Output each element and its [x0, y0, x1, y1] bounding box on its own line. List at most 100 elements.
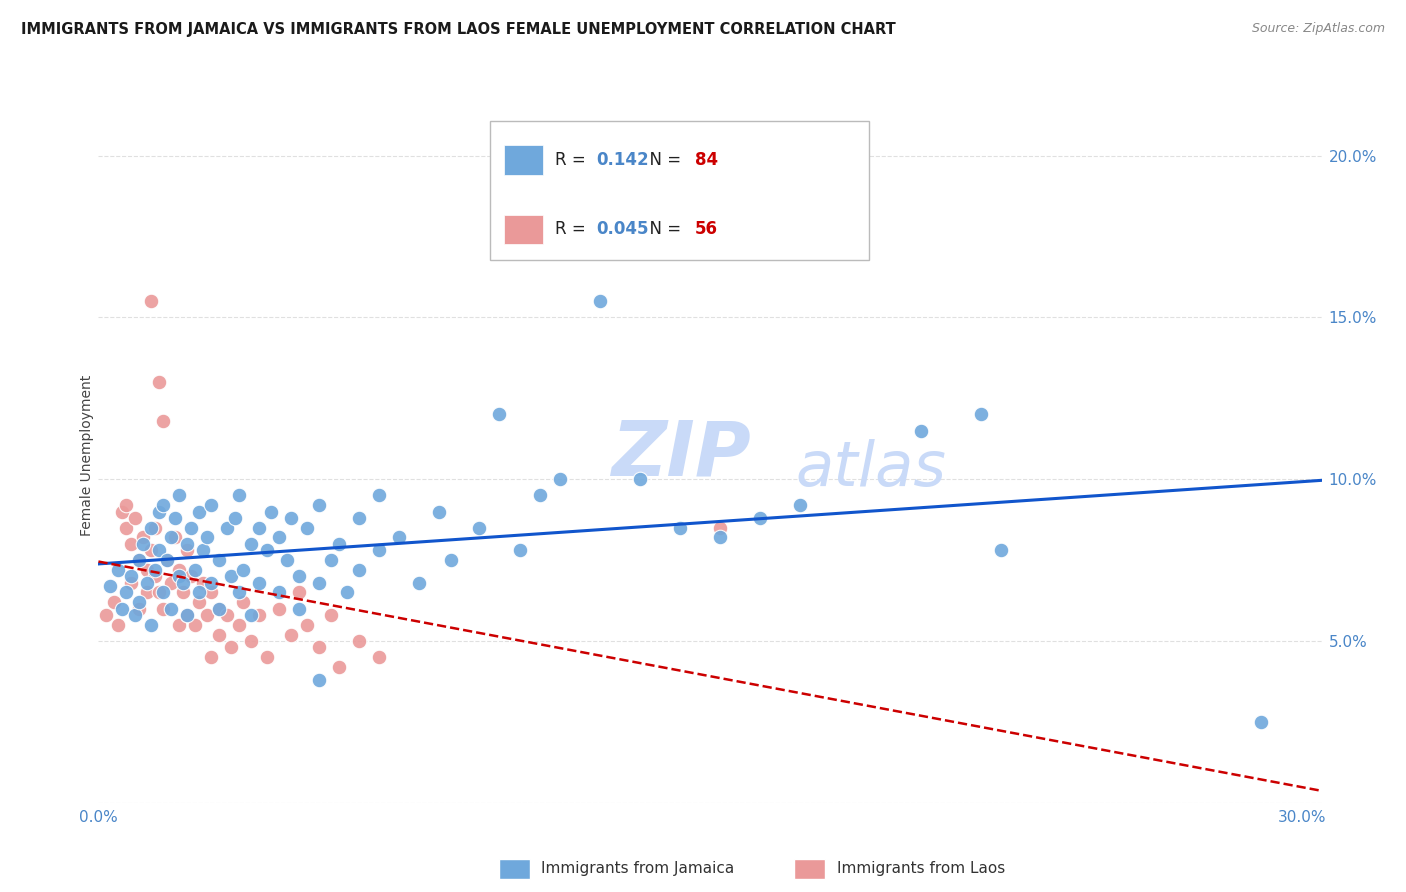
- Point: [143, 521, 166, 535]
- Point: [509, 543, 531, 558]
- Point: [159, 575, 181, 590]
- Point: [347, 511, 370, 525]
- Point: [115, 498, 138, 512]
- Point: [131, 537, 153, 551]
- Point: [628, 472, 651, 486]
- Point: [256, 650, 278, 665]
- Point: [120, 537, 142, 551]
- Text: Immigrants from Jamaica: Immigrants from Jamaica: [541, 862, 734, 876]
- Point: [183, 617, 205, 632]
- Text: Source: ZipAtlas.com: Source: ZipAtlas.com: [1251, 22, 1385, 36]
- Point: [187, 585, 209, 599]
- Point: [267, 585, 290, 599]
- Point: [124, 608, 146, 623]
- Point: [288, 601, 311, 615]
- Point: [135, 563, 157, 577]
- Point: [128, 595, 150, 609]
- Point: [180, 569, 202, 583]
- Point: [139, 543, 162, 558]
- Point: [368, 543, 391, 558]
- Point: [669, 521, 692, 535]
- Point: [232, 563, 254, 577]
- Point: [111, 504, 134, 518]
- Point: [111, 601, 134, 615]
- Point: [288, 569, 311, 583]
- Point: [124, 511, 146, 525]
- Point: [152, 601, 174, 615]
- Point: [120, 575, 142, 590]
- Point: [195, 608, 218, 623]
- Point: [172, 585, 194, 599]
- Point: [232, 595, 254, 609]
- Text: 56: 56: [695, 220, 718, 238]
- Text: Immigrants from Laos: Immigrants from Laos: [837, 862, 1005, 876]
- Text: atlas: atlas: [796, 439, 946, 499]
- Point: [295, 521, 318, 535]
- Point: [191, 543, 214, 558]
- Point: [176, 543, 198, 558]
- Point: [195, 531, 218, 545]
- Point: [328, 537, 350, 551]
- Point: [990, 543, 1012, 558]
- Point: [152, 585, 174, 599]
- Point: [970, 408, 993, 422]
- Point: [107, 617, 129, 632]
- Point: [159, 531, 181, 545]
- Point: [167, 617, 190, 632]
- Point: [548, 472, 571, 486]
- Point: [103, 595, 125, 609]
- Point: [239, 608, 262, 623]
- Point: [224, 511, 246, 525]
- Text: R =: R =: [554, 151, 591, 169]
- Point: [247, 521, 270, 535]
- Point: [280, 627, 302, 641]
- Point: [148, 375, 170, 389]
- Point: [148, 585, 170, 599]
- Point: [152, 498, 174, 512]
- Point: [200, 498, 222, 512]
- Point: [749, 511, 772, 525]
- Point: [128, 601, 150, 615]
- Text: N =: N =: [638, 151, 686, 169]
- Point: [208, 601, 231, 615]
- Point: [280, 511, 302, 525]
- Point: [115, 585, 138, 599]
- Point: [440, 553, 463, 567]
- Point: [308, 575, 330, 590]
- Point: [115, 521, 138, 535]
- Point: [910, 424, 932, 438]
- Point: [308, 673, 330, 687]
- Point: [155, 553, 177, 567]
- Point: [276, 553, 298, 567]
- Point: [187, 595, 209, 609]
- Point: [427, 504, 450, 518]
- Point: [208, 601, 231, 615]
- Point: [267, 531, 290, 545]
- Point: [139, 294, 162, 309]
- Point: [176, 537, 198, 551]
- Point: [148, 543, 170, 558]
- Point: [208, 627, 231, 641]
- Point: [215, 608, 238, 623]
- Point: [200, 585, 222, 599]
- Point: [143, 569, 166, 583]
- Point: [131, 531, 153, 545]
- Point: [128, 553, 150, 567]
- Point: [120, 569, 142, 583]
- Point: [139, 521, 162, 535]
- Point: [167, 563, 190, 577]
- Point: [208, 553, 231, 567]
- Point: [347, 634, 370, 648]
- Point: [176, 608, 198, 623]
- Point: [308, 640, 330, 655]
- Point: [319, 553, 342, 567]
- Point: [247, 608, 270, 623]
- Point: [167, 569, 190, 583]
- Point: [260, 504, 283, 518]
- Point: [155, 553, 177, 567]
- Point: [288, 585, 311, 599]
- Text: 84: 84: [695, 151, 718, 169]
- Point: [789, 498, 811, 512]
- Point: [228, 585, 250, 599]
- Point: [388, 531, 411, 545]
